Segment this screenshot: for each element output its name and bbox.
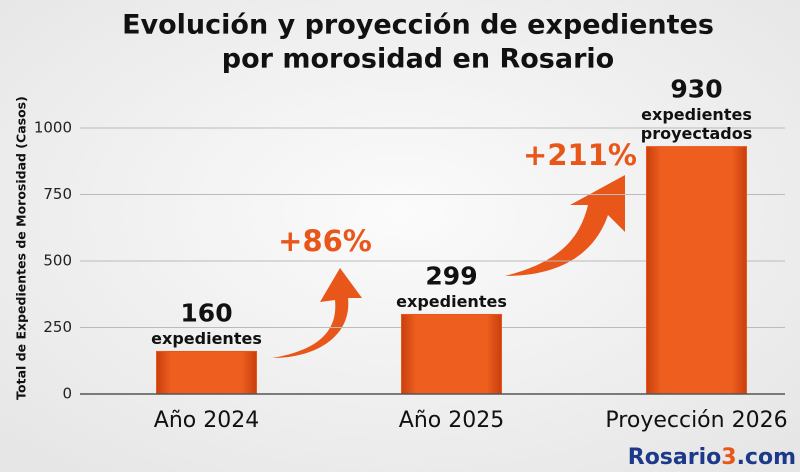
y-tick-label: 750 [43,185,72,203]
x-tick-label: Proyección 2026 [605,408,787,433]
value-caption: expedientes [151,329,262,348]
y-axis-label: Total de Expedientes de Morosidad (Casos… [14,96,29,400]
y-tick-label: 1000 [34,119,72,137]
value-caption: proyectados [641,124,753,143]
x-tick-label: Año 2025 [399,408,504,433]
watermark-part: Rosario [628,445,722,470]
chart-title: por morosidad en Rosario [222,44,614,75]
y-tick-label: 0 [62,385,72,403]
bar [646,146,747,395]
annotation: +86% [278,224,372,258]
watermark: Rosario3.com [628,445,796,470]
watermark-part: 3 [721,445,736,470]
annotation: +211% [523,138,637,172]
bar [156,350,257,395]
value-caption: expedientes [641,105,752,124]
value-label: 930 [670,75,722,104]
chart-title: Evolución y proyección de expedientes [122,10,714,41]
bar [401,313,502,395]
y-tick-label: 500 [43,252,72,270]
growth-arrow [505,175,625,276]
value-caption: expedientes [396,292,507,311]
watermark-part: .com [737,445,796,470]
growth-arrow [272,268,362,358]
value-label: 299 [425,261,477,290]
y-tick-label: 250 [43,318,72,336]
x-tick-label: Año 2024 [154,408,259,433]
value-label: 160 [180,298,232,327]
